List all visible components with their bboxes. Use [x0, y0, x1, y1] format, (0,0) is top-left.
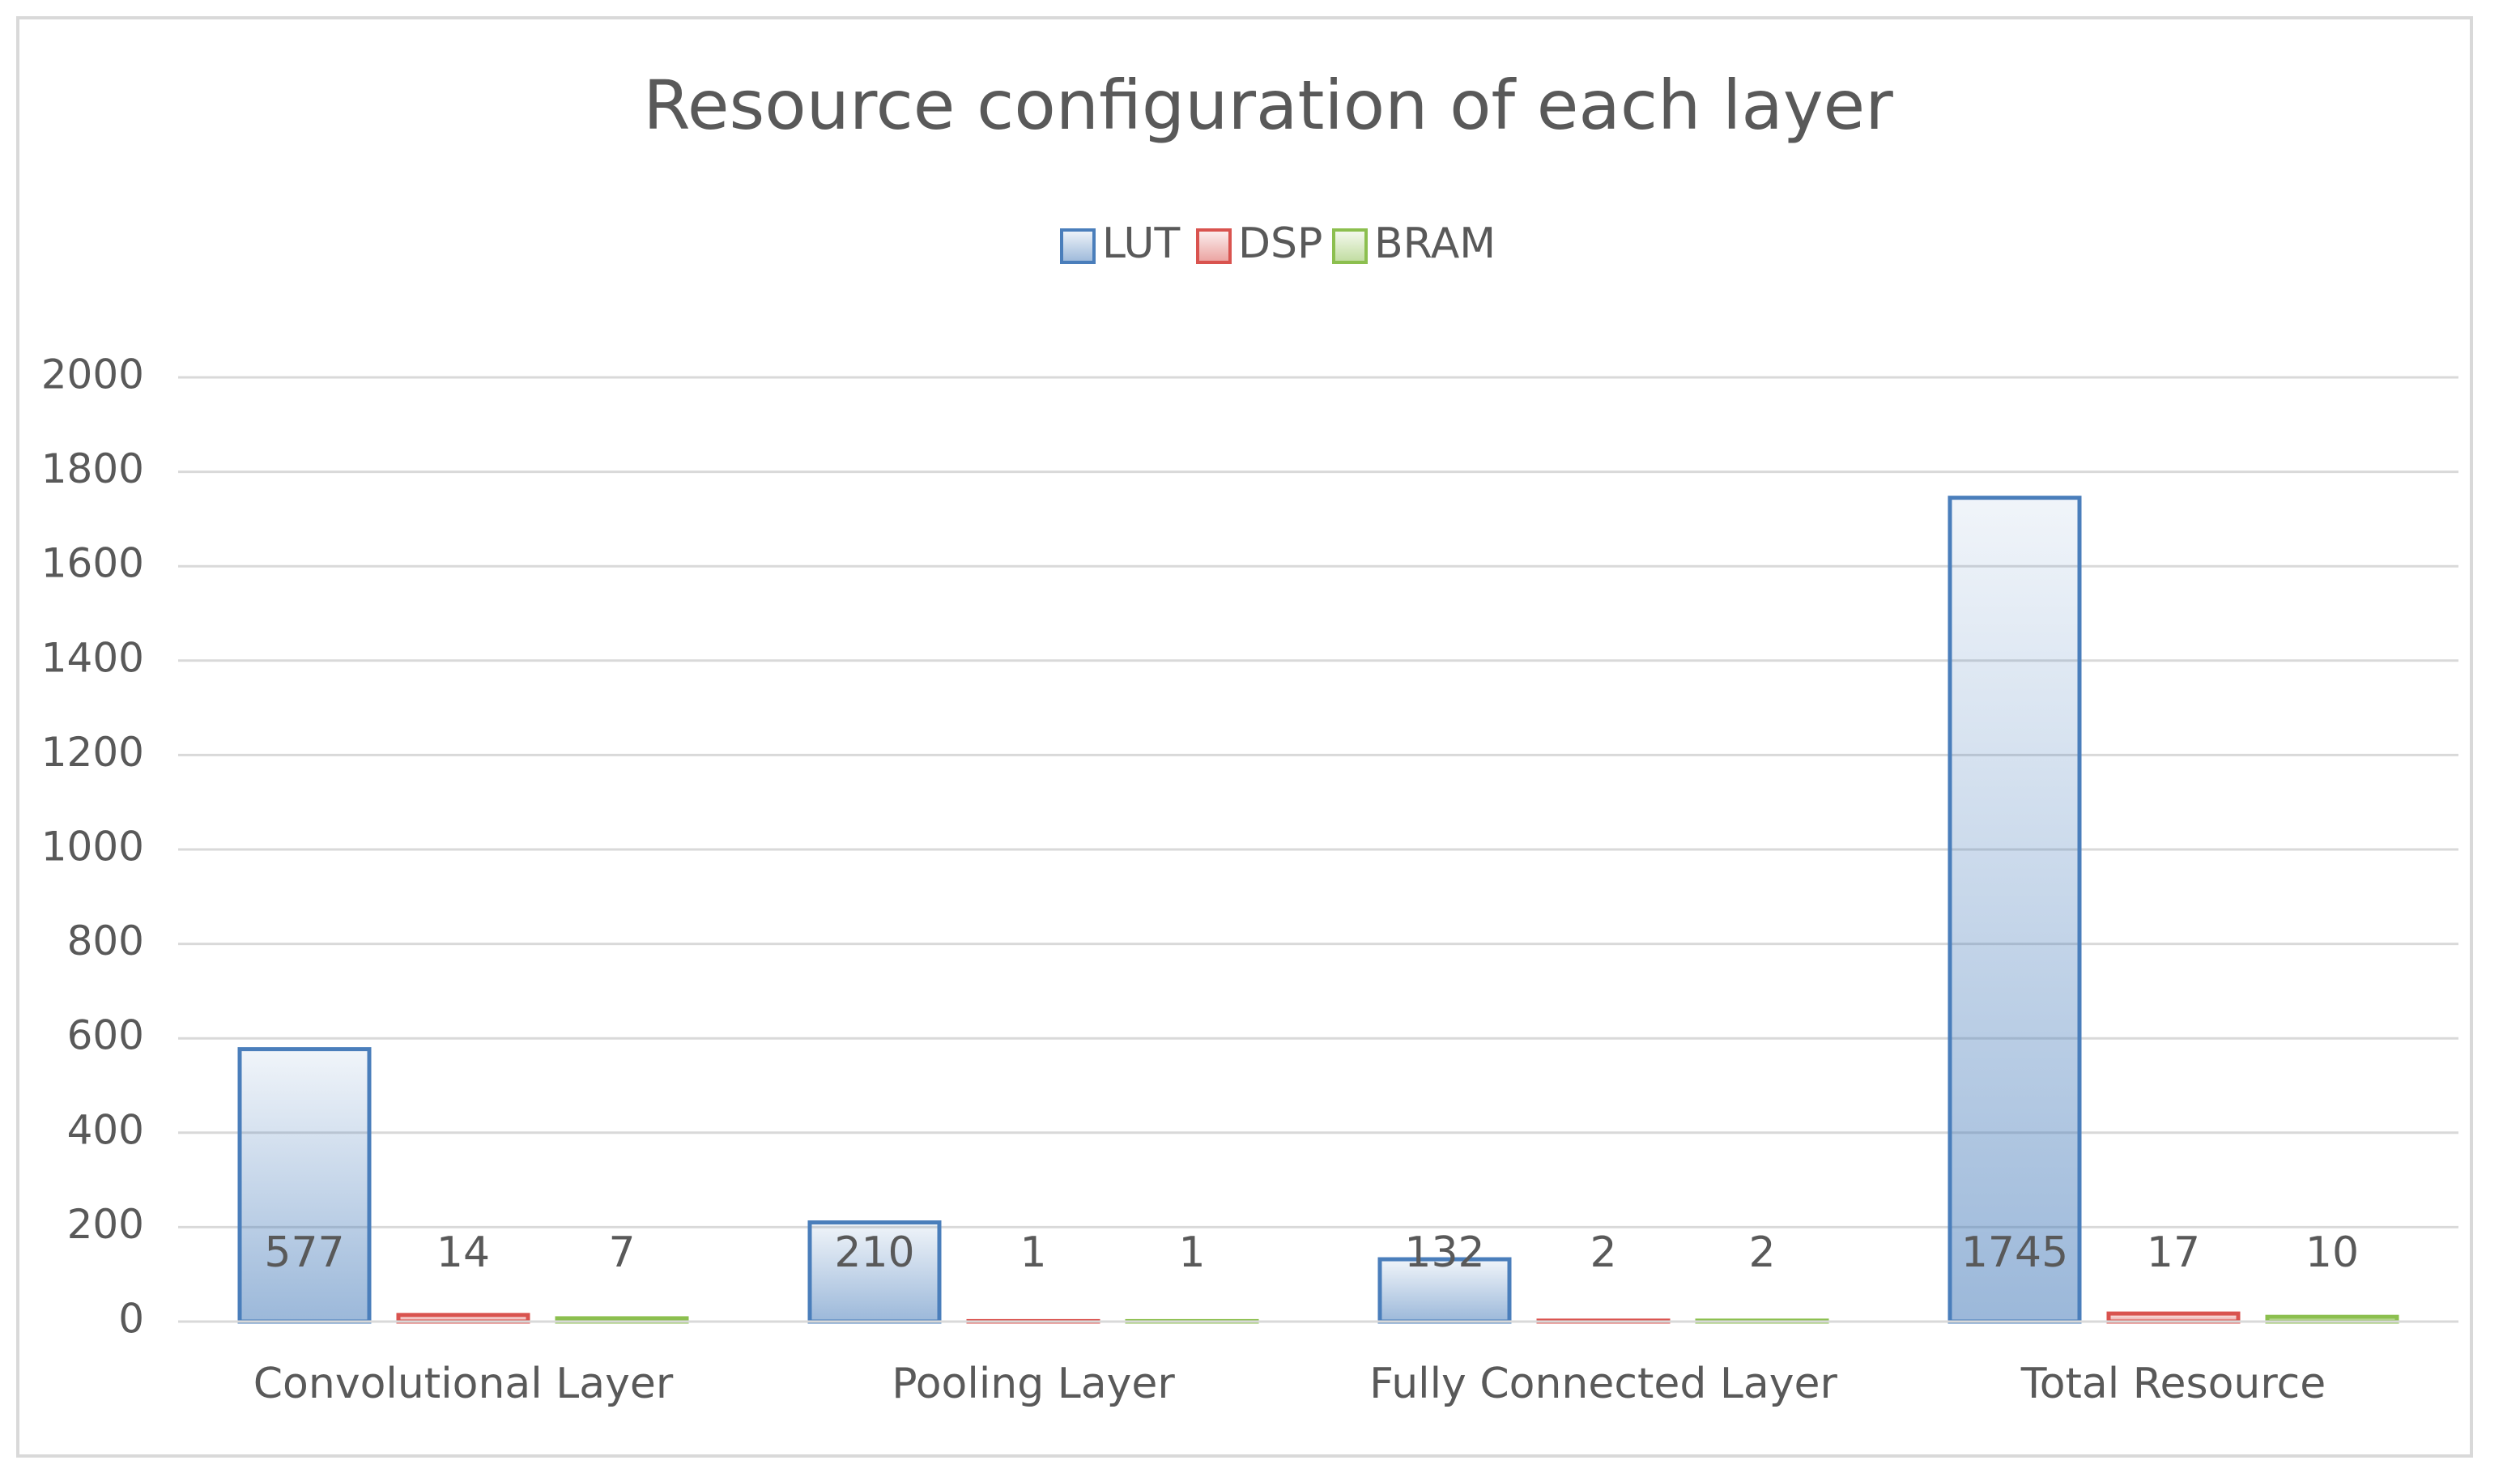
data-label: 14	[436, 1228, 490, 1277]
data-label: 577	[264, 1228, 344, 1277]
y-tick-label: 2000	[41, 351, 144, 398]
y-tick-label: 600	[67, 1012, 144, 1059]
legend-swatch	[1332, 228, 1368, 264]
y-tick-label: 1800	[41, 445, 144, 492]
x-tick-label: Convolutional Layer	[253, 1360, 674, 1408]
y-tick-label: 400	[67, 1106, 144, 1153]
data-label: 7	[608, 1228, 635, 1277]
chart-title: Resource configuration of each layer	[643, 66, 1893, 145]
legend-label: DSP	[1238, 219, 1322, 268]
bar	[237, 1047, 372, 1324]
data-label: 2	[1590, 1228, 1616, 1277]
y-tick-label: 1600	[41, 540, 144, 587]
x-tick-label: Pooling Layer	[892, 1360, 1175, 1408]
legend-swatch	[1060, 228, 1096, 264]
data-label: 1745	[1961, 1228, 2068, 1277]
y-tick-label: 200	[67, 1201, 144, 1248]
data-label: 1	[1019, 1228, 1046, 1277]
bar	[1947, 496, 2082, 1324]
y-tick-label: 800	[67, 917, 144, 964]
data-label: 17	[2147, 1228, 2200, 1277]
y-tick-label: 0	[118, 1296, 144, 1343]
x-tick-label: Fully Connected Layer	[1369, 1360, 1837, 1408]
y-tick-label: 1400	[41, 634, 144, 681]
y-tick-label: 1200	[41, 729, 144, 776]
x-tick-label: Total Resource	[2020, 1360, 2326, 1408]
legend-label: LUT	[1102, 219, 1180, 268]
legend-swatch	[1196, 228, 1232, 264]
y-tick-label: 1000	[41, 824, 144, 871]
data-label: 132	[1404, 1228, 1484, 1277]
data-label: 10	[2305, 1228, 2359, 1277]
data-label: 210	[834, 1228, 914, 1277]
data-label: 2	[1748, 1228, 1775, 1277]
data-label: 1	[1178, 1228, 1205, 1277]
legend-label: BRAM	[1374, 219, 1496, 268]
